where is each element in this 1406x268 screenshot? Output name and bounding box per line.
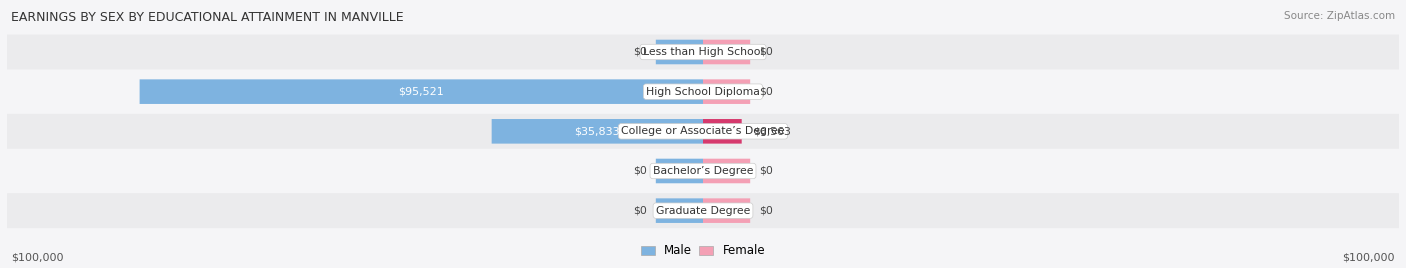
FancyBboxPatch shape (492, 119, 703, 144)
Legend: Male, Female: Male, Female (636, 240, 770, 262)
Text: $0: $0 (633, 206, 647, 216)
FancyBboxPatch shape (7, 74, 1399, 109)
FancyBboxPatch shape (703, 40, 751, 64)
FancyBboxPatch shape (655, 198, 703, 223)
FancyBboxPatch shape (139, 79, 703, 104)
Text: Bachelor’s Degree: Bachelor’s Degree (652, 166, 754, 176)
FancyBboxPatch shape (703, 198, 751, 223)
Text: $0: $0 (759, 87, 773, 97)
Text: Source: ZipAtlas.com: Source: ZipAtlas.com (1284, 11, 1395, 21)
Text: $95,521: $95,521 (398, 87, 444, 97)
Text: Graduate Degree: Graduate Degree (655, 206, 751, 216)
Text: $100,000: $100,000 (1343, 253, 1395, 263)
Text: $0: $0 (633, 166, 647, 176)
Text: $35,833: $35,833 (575, 126, 620, 136)
Text: EARNINGS BY SEX BY EDUCATIONAL ATTAINMENT IN MANVILLE: EARNINGS BY SEX BY EDUCATIONAL ATTAINMEN… (11, 11, 404, 24)
FancyBboxPatch shape (703, 119, 742, 144)
Text: College or Associate’s Degree: College or Associate’s Degree (621, 126, 785, 136)
Text: High School Diploma: High School Diploma (647, 87, 759, 97)
FancyBboxPatch shape (655, 40, 703, 64)
FancyBboxPatch shape (703, 79, 751, 104)
Text: $0: $0 (759, 166, 773, 176)
FancyBboxPatch shape (703, 159, 751, 183)
Text: $0: $0 (759, 47, 773, 57)
Text: $0: $0 (633, 47, 647, 57)
FancyBboxPatch shape (7, 114, 1399, 149)
FancyBboxPatch shape (7, 154, 1399, 188)
Text: $0: $0 (759, 206, 773, 216)
Text: $6,563: $6,563 (754, 126, 792, 136)
FancyBboxPatch shape (7, 35, 1399, 69)
FancyBboxPatch shape (655, 159, 703, 183)
FancyBboxPatch shape (7, 193, 1399, 228)
Text: Less than High School: Less than High School (643, 47, 763, 57)
Text: $100,000: $100,000 (11, 253, 63, 263)
